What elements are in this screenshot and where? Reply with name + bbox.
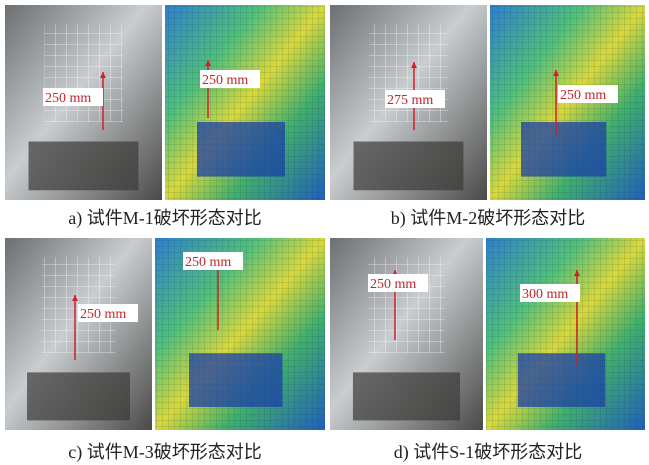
panels: 250 mm 250 mm a) 试件M-1破坏形态对比 275 mm 250 mm b)…: [5, 5, 645, 463]
base-plate: [29, 142, 139, 191]
dimension-label: 250 mm: [370, 277, 416, 292]
dimension-label: 300 mm: [522, 287, 568, 302]
dimension-label: 250 mm: [202, 73, 248, 88]
dimension-label: 250 mm: [80, 307, 126, 322]
base-plate: [353, 372, 460, 420]
panel-caption: b) 试件M-2破坏形态对比: [391, 208, 586, 229]
dimension-label: 250 mm: [185, 255, 231, 270]
photo-grid: [44, 25, 123, 123]
base-plate: [354, 142, 464, 191]
figure: 250 mm 250 mm a) 试件M-1破坏形态对比 275 mm 250 mm b)…: [0, 0, 649, 465]
panel: 250 mm 250 mm c) 试件M-3破坏形态对比: [5, 238, 325, 463]
fe-base: [518, 353, 605, 407]
fe-base: [521, 122, 606, 177]
panel: 275 mm 250 mm b) 试件M-2破坏形态对比: [330, 5, 645, 229]
panel-caption: a) 试件M-1破坏形态对比: [68, 208, 261, 229]
panel: 250 mm 250 mm a) 试件M-1破坏形态对比: [5, 5, 325, 229]
panel-caption: d) 试件S-1破坏形态对比: [394, 442, 583, 463]
fe-base: [189, 353, 283, 407]
panel-caption: c) 试件M-3破坏形态对比: [68, 442, 261, 463]
dimension-label: 275 mm: [387, 93, 433, 108]
dimension-label: 250 mm: [45, 91, 91, 106]
panel: 250 mm 300 mm d) 试件S-1破坏形态对比: [330, 238, 645, 463]
photo-grid: [368, 257, 445, 353]
fe-base: [197, 122, 285, 177]
dimension-label: 250 mm: [560, 88, 606, 103]
base-plate: [27, 372, 130, 420]
